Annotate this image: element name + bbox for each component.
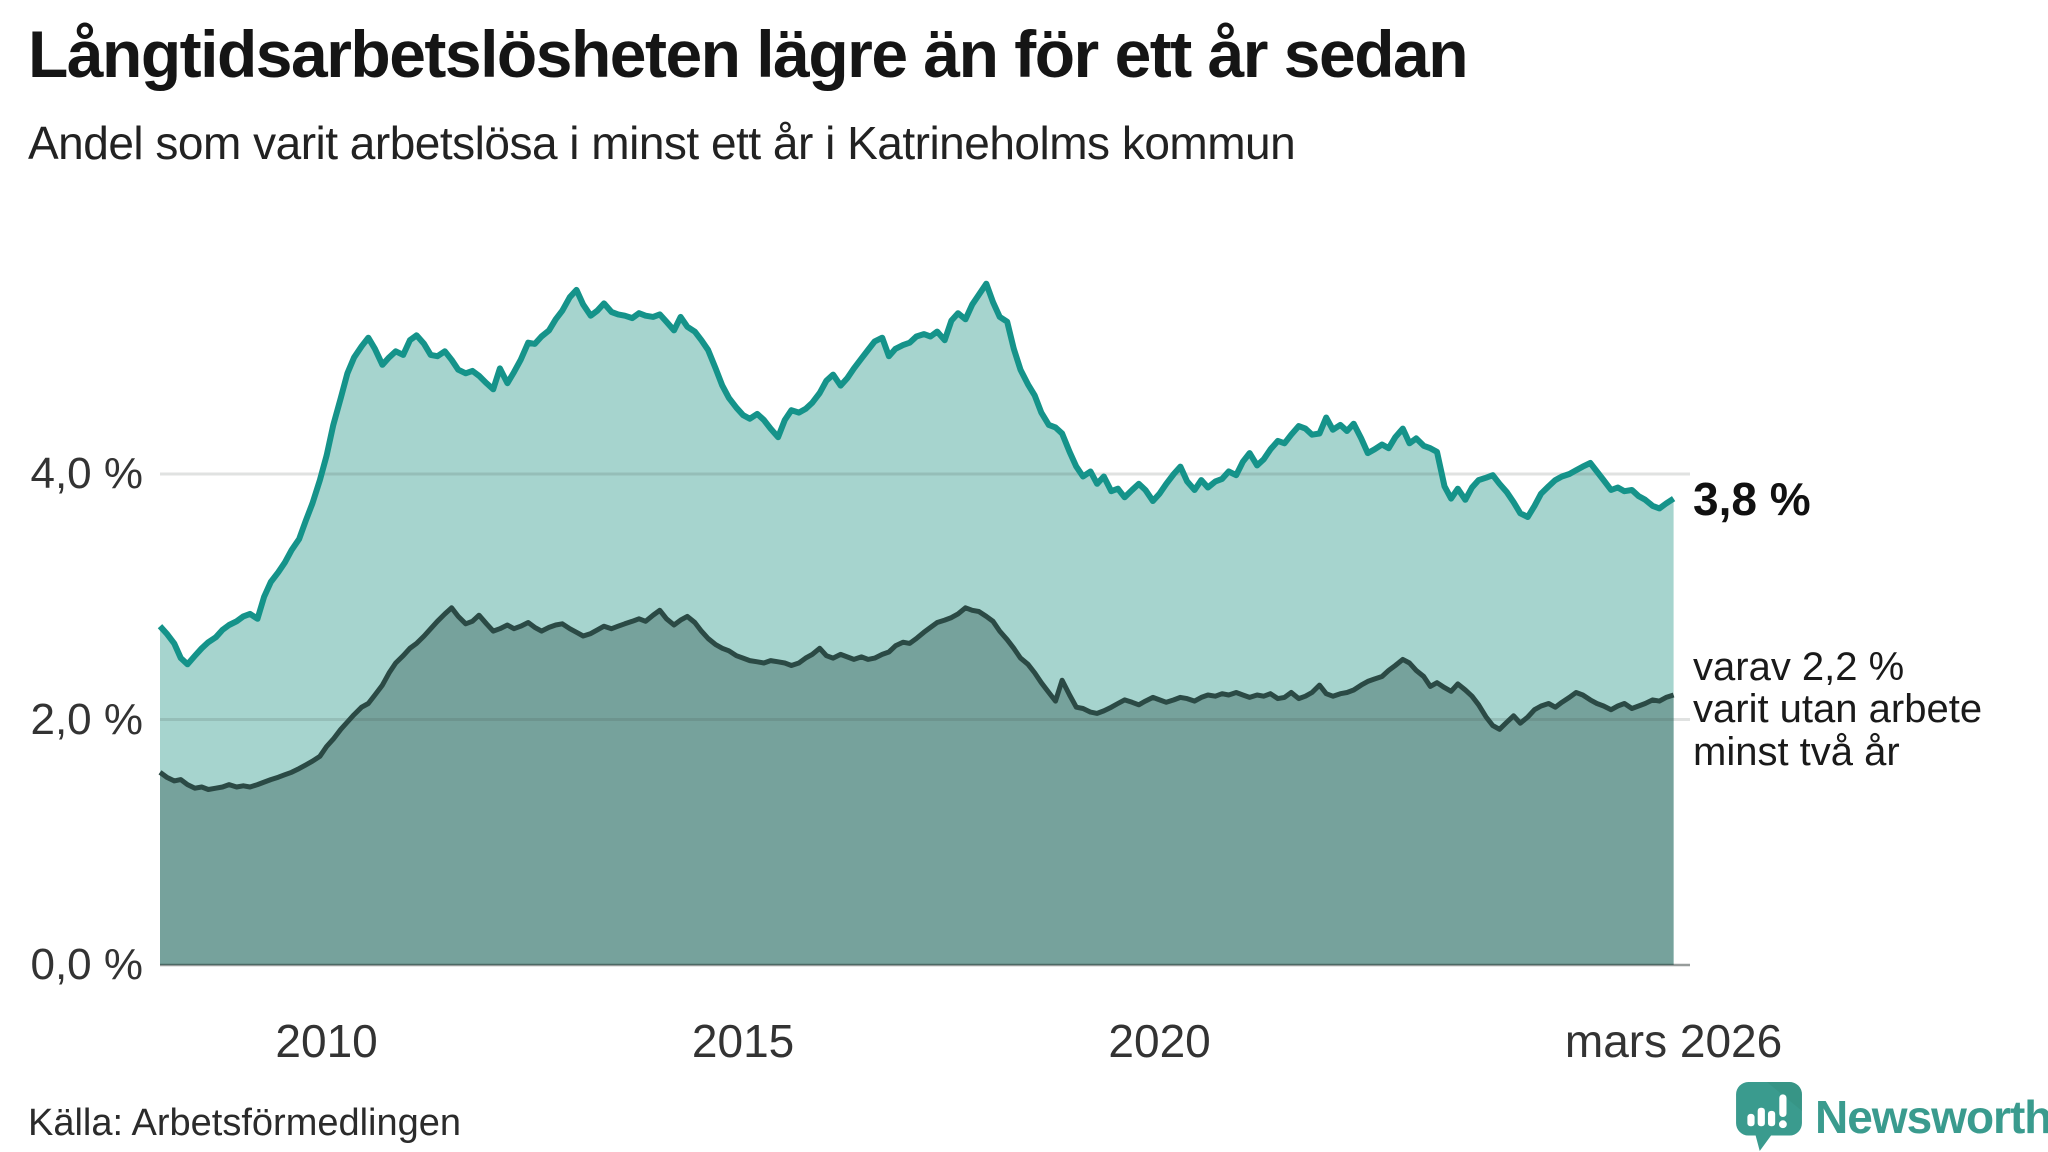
- x-tick-2015: 2015: [691, 1015, 795, 1067]
- y-tick-2: 2,0 %: [30, 694, 143, 744]
- x-tick-2020: 2020: [1108, 1015, 1211, 1067]
- brand-wordmark: Newsworthy: [1815, 1091, 2048, 1143]
- total-end-value-label: 3,8 %: [1693, 473, 1811, 525]
- newsworthy-logo-icon: [1736, 1082, 1802, 1151]
- end-note-line-2: varit utan arbete: [1693, 687, 1983, 732]
- y-tick-0: 0,0 %: [30, 940, 143, 989]
- two-year-end-note: varav 2,2 % varit utan arbete minst två …: [1693, 645, 1983, 774]
- end-note-line-3: minst två år: [1693, 729, 1900, 774]
- brand-lockup: Newsworthy: [1736, 1082, 2048, 1151]
- page-title: Långtidsarbetslösheten lägre än för ett …: [28, 17, 1469, 91]
- source-caption: Källa: Arbetsförmedlingen: [28, 1102, 462, 1144]
- end-note-line-1: varav 2,2 %: [1693, 645, 1905, 689]
- gridlines: [160, 472, 1690, 967]
- total-series-line: [157, 280, 1676, 668]
- two-year-series-line: [158, 605, 1675, 792]
- y-tick-4: 4,0 %: [30, 449, 143, 498]
- page-subtitle: Andel som varit arbetslösa i minst ett å…: [28, 117, 1296, 169]
- x-tick-mars-2026: mars 2026: [1564, 1015, 1783, 1067]
- x-tick-2010: 2010: [275, 1015, 378, 1067]
